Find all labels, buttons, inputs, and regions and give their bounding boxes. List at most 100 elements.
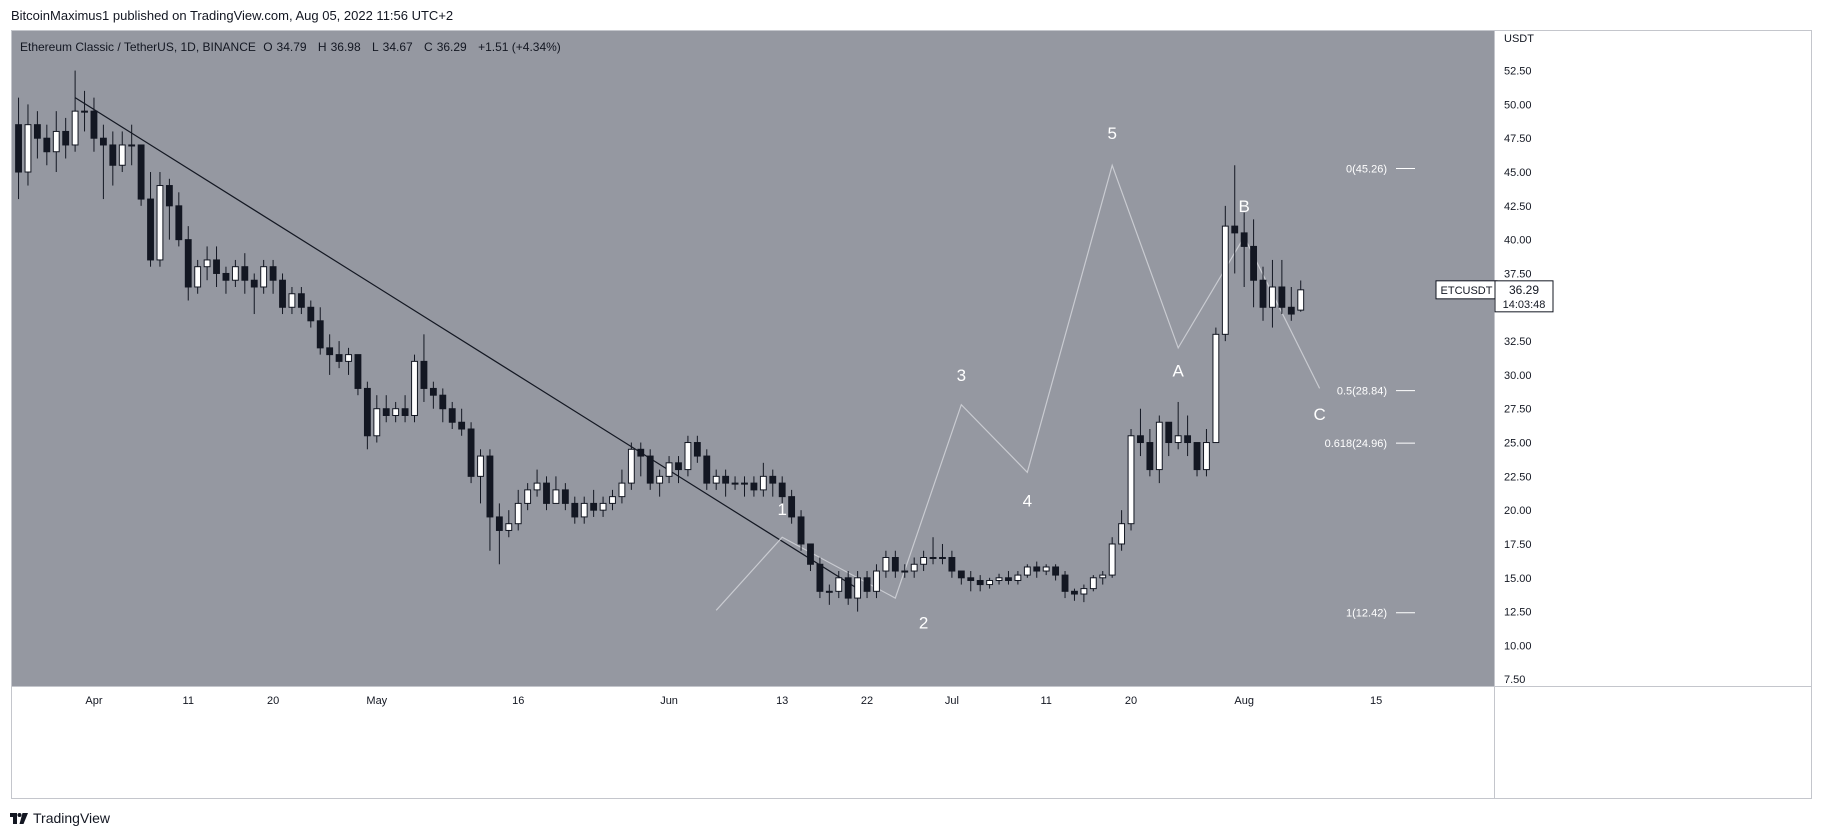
candle: [807, 543, 814, 572]
price-tick-label: 50.00: [1504, 99, 1532, 111]
price-tick-label: 15.00: [1504, 573, 1532, 585]
candle-body-bear: [646, 455, 654, 484]
time-tick-label: Aug: [1234, 695, 1254, 707]
candle: [231, 259, 239, 287]
candle-body-bear: [750, 482, 758, 491]
candle-body-bull: [1099, 574, 1107, 579]
candle-body-bear: [382, 408, 390, 416]
candle-body-bull: [203, 259, 211, 268]
candle: [62, 117, 70, 159]
tradingview-brand-text: TradingView: [33, 810, 111, 826]
candle: [1287, 286, 1295, 321]
price-tick-label: 10.00: [1504, 640, 1532, 652]
price-tag-box: [1494, 280, 1554, 313]
candle: [1014, 571, 1022, 585]
candle: [81, 90, 88, 132]
currency-label: USDT: [1504, 33, 1534, 45]
candle-body-bull: [759, 475, 767, 491]
candle: [854, 571, 862, 612]
candle-body-bear: [1231, 225, 1239, 234]
candle: [825, 584, 833, 605]
candle: [250, 273, 258, 315]
candle-body-bear: [467, 428, 475, 477]
candle-body-bear: [137, 144, 145, 200]
candle: [288, 286, 296, 315]
tradingview-brand[interactable]: TradingView: [10, 810, 110, 826]
candle: [835, 571, 843, 599]
candle-body-bear: [571, 502, 579, 518]
candle-body-bear: [1071, 590, 1078, 595]
candle-body-bear: [1165, 421, 1173, 444]
candle-body-bear: [1250, 245, 1258, 281]
candle-body-bear: [948, 557, 956, 572]
candle: [109, 131, 117, 186]
candle-body-bear: [863, 577, 871, 592]
candle: [1240, 212, 1248, 287]
header-bar: BitcoinMaximus1 published on TradingView…: [0, 0, 1824, 30]
candle-body-bull: [524, 489, 532, 504]
candle: [627, 442, 635, 490]
candle: [1118, 510, 1126, 551]
legend-high-value: 36.98: [330, 40, 361, 54]
legend-change: +1.51 (+4.34%): [478, 40, 561, 54]
candle-body-bull: [128, 144, 136, 147]
candle: [533, 469, 541, 497]
candle: [967, 571, 975, 592]
candle-body-bear: [590, 502, 598, 511]
legend-low: L 34.67: [372, 40, 417, 54]
legend-symbol: Ethereum Classic / TetherUS, 1D, BINANCE: [20, 40, 256, 54]
legend-low-label: L: [371, 40, 379, 54]
legend-low-value: 34.67: [382, 40, 413, 54]
chart-area[interactable]: USDT 7.50 10.00 12.50 15.00 17.50 20.00 22.50 25…: [11, 30, 1812, 799]
candle-body-bear: [1033, 566, 1041, 572]
candle: [1259, 266, 1267, 321]
candle: [788, 489, 796, 524]
candle-body-bull: [627, 448, 635, 484]
candle: [844, 571, 852, 605]
candle: [1212, 327, 1220, 444]
candle: [307, 300, 315, 328]
candle: [99, 124, 107, 200]
candle: [618, 469, 626, 504]
candle: [1231, 165, 1239, 274]
candle: [71, 70, 79, 152]
candle-body-bull: [373, 408, 381, 437]
candle: [995, 573, 1003, 585]
candle-body-bull: [656, 475, 664, 484]
price-tick-label: 27.50: [1504, 404, 1532, 416]
candle-body-bull: [477, 455, 484, 477]
candle: [948, 550, 956, 578]
candle: [363, 381, 371, 450]
time-tick-label: 20: [1125, 695, 1137, 707]
candle-body-bull: [929, 557, 937, 560]
candle: [345, 347, 352, 375]
candle-body-bear: [778, 482, 786, 498]
legend-close-label: C: [424, 40, 433, 54]
price-chart[interactable]: USDT7.5010.0012.5015.0017.5020.0022.5025…: [11, 30, 1812, 799]
candle: [590, 489, 598, 517]
candle: [1108, 537, 1116, 578]
candle-body-bull: [1080, 588, 1088, 595]
candle-body-bear: [184, 239, 192, 288]
candle-body-bull: [1118, 523, 1126, 545]
price-tick-label: 7.50: [1504, 674, 1525, 686]
candle: [873, 564, 880, 599]
candle-body-bull: [882, 557, 890, 572]
candle: [194, 259, 202, 294]
candle-body-bear: [222, 272, 230, 281]
candle-body-bull: [1269, 286, 1276, 308]
candle-body-bull: [81, 110, 88, 113]
candle-body-bull: [194, 266, 202, 288]
candle: [1023, 564, 1031, 578]
candle-body-bear: [957, 570, 965, 579]
candle-body-bear: [1137, 435, 1144, 444]
candle: [910, 557, 918, 578]
wave-label-5: 5: [1107, 124, 1116, 143]
candle: [1146, 429, 1154, 477]
candle: [203, 246, 211, 281]
candle-body-bull: [873, 570, 880, 592]
price-tick-label: 25.00: [1504, 438, 1532, 450]
legend-close: C 36.29: [424, 40, 471, 54]
candle-body-bull: [835, 577, 843, 592]
legend-high-label: H: [317, 40, 327, 54]
